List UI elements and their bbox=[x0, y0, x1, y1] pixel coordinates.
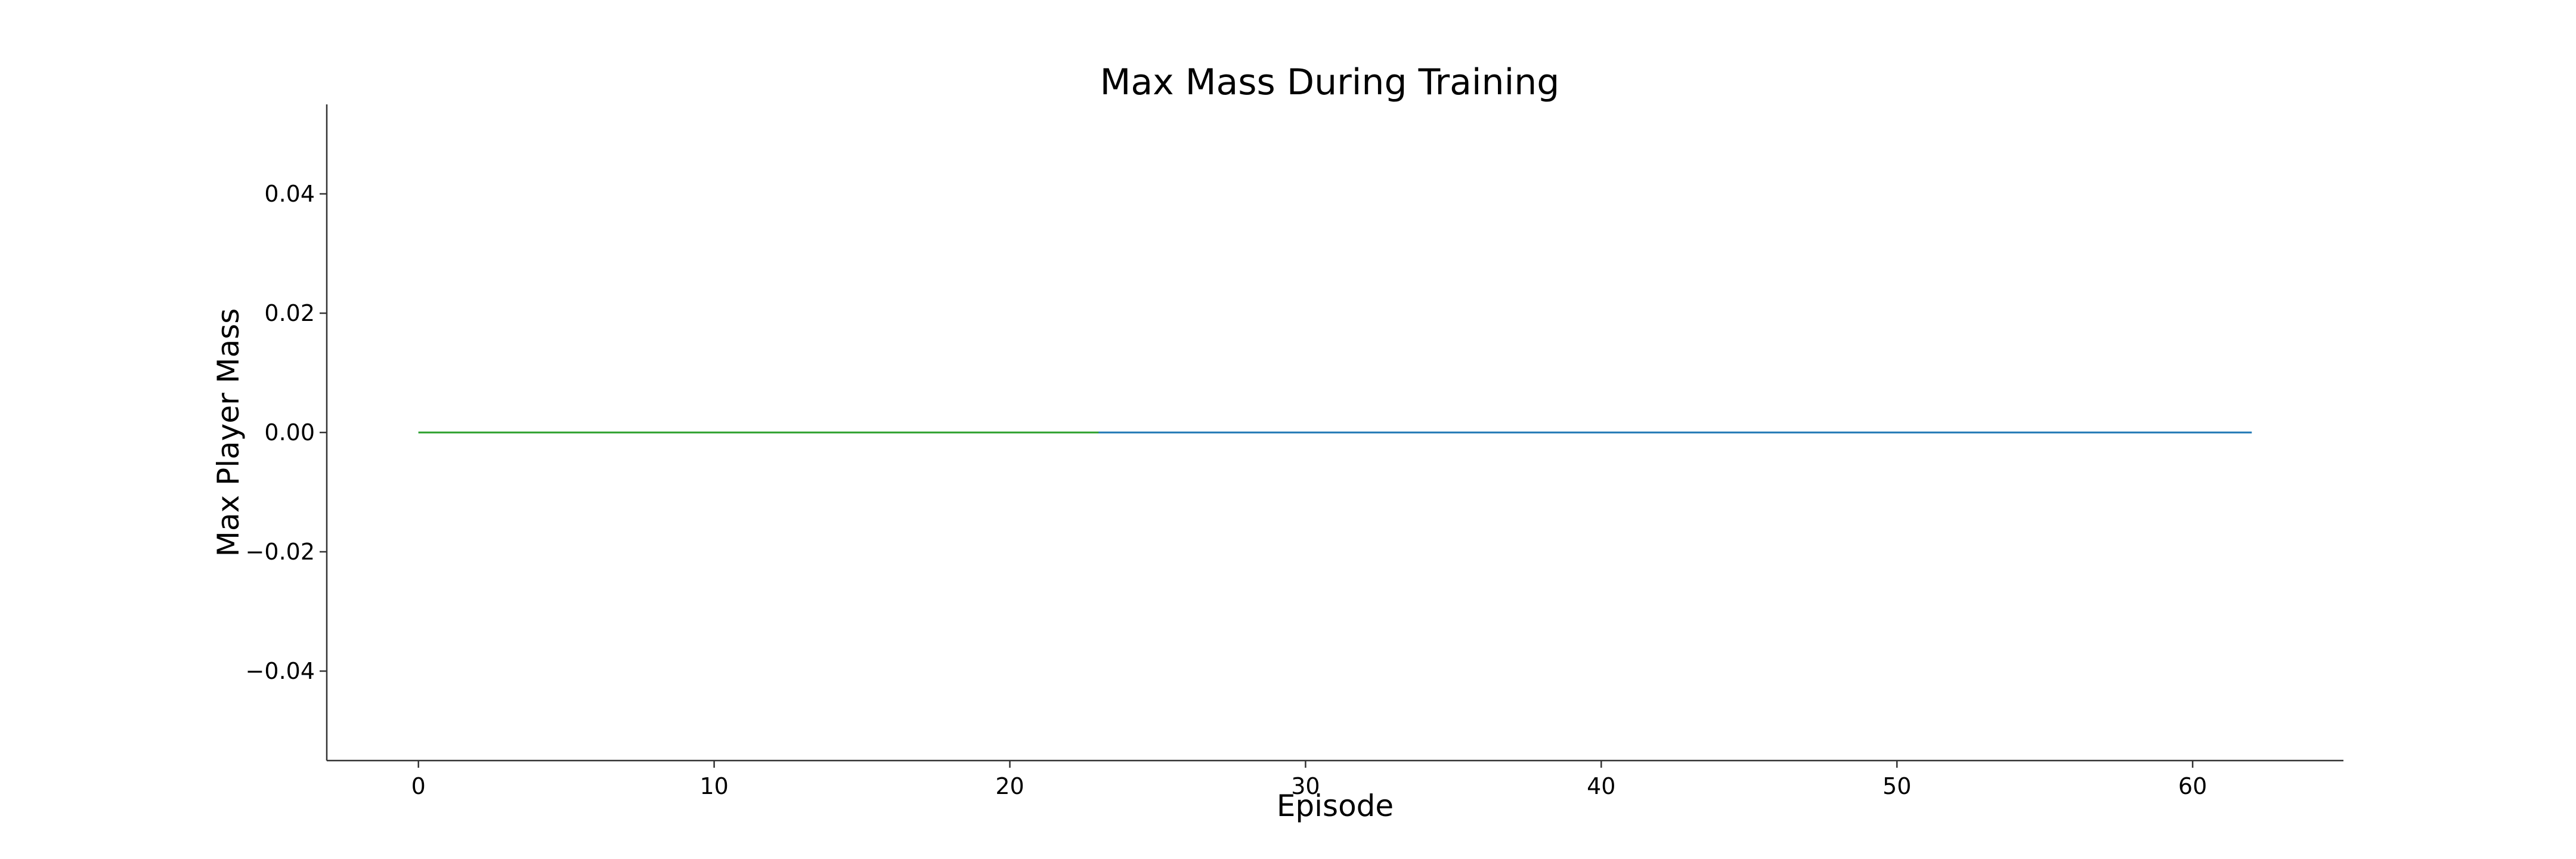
y-axis-label: Max Player Mass bbox=[211, 308, 246, 557]
y-tick-label: 0.04 bbox=[264, 181, 315, 207]
x-tick-label: 0 bbox=[411, 773, 426, 799]
y-ticks: 0.04 0.02 0.00 −0.02 −0.04 bbox=[246, 181, 327, 684]
x-axis-label: Episode bbox=[1277, 789, 1394, 823]
y-tick-label: −0.04 bbox=[246, 658, 315, 684]
x-tick-label: 10 bbox=[699, 773, 728, 799]
x-tick-label: 40 bbox=[1587, 773, 1615, 799]
chart-title: Max Mass During Training bbox=[1100, 61, 1560, 103]
y-tick-label: 0.00 bbox=[264, 419, 315, 446]
x-tick-label: 20 bbox=[995, 773, 1024, 799]
x-ticks: 0 10 20 30 40 50 60 bbox=[411, 761, 2207, 799]
y-tick-label: −0.02 bbox=[246, 539, 315, 565]
x-tick-label: 60 bbox=[2178, 773, 2207, 799]
x-tick-label: 50 bbox=[1883, 773, 1911, 799]
x-tick-label: 30 bbox=[1291, 773, 1320, 799]
y-tick-label: 0.02 bbox=[264, 300, 315, 326]
